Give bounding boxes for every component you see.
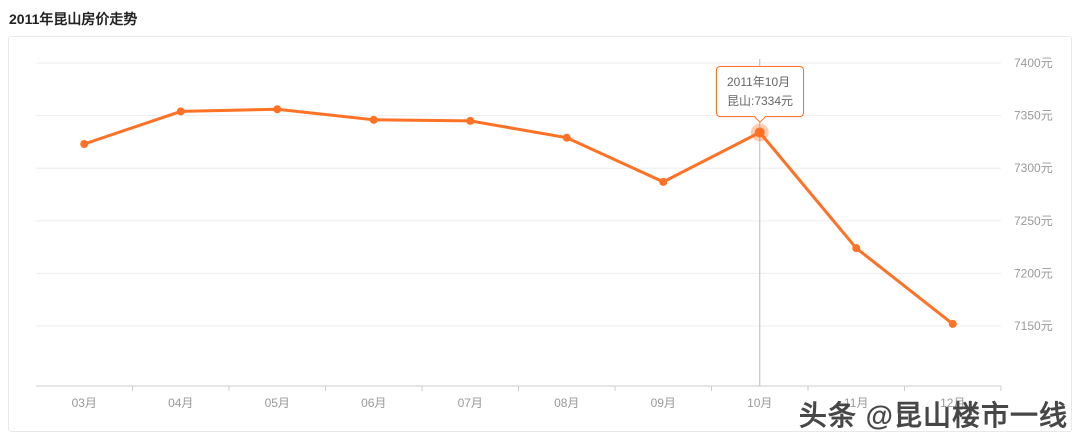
svg-text:7350元: 7350元: [1014, 109, 1053, 123]
chart-tooltip: 2011年10月 昆山:7334元: [716, 66, 805, 118]
chart-card: 7400元 7350元 7300元 7250元 7200元 7150元 03月 04月 05月 0…: [8, 36, 1072, 432]
svg-text:04月: 04月: [168, 396, 193, 410]
svg-text:7400元: 7400元: [1014, 56, 1053, 70]
svg-text:06月: 06月: [361, 396, 386, 410]
svg-text:7300元: 7300元: [1014, 161, 1053, 175]
page-title: 2011年昆山房价走势: [9, 11, 138, 27]
svg-text:12月: 12月: [940, 396, 965, 410]
svg-text:11月: 11月: [844, 396, 868, 410]
watermark: 头条 @昆山楼市一线: [798, 400, 1068, 431]
svg-text:10月: 10月: [747, 396, 772, 410]
svg-text:7200元: 7200元: [1014, 266, 1053, 280]
svg-text:05月: 05月: [265, 396, 290, 410]
svg-text:7150元: 7150元: [1014, 319, 1053, 333]
tooltip-value: 昆山:7334元: [727, 93, 794, 108]
price-trend-line-chart[interactable]: 7400元 7350元 7300元 7250元 7200元 7150元 03月 04月 05月 0…: [9, 37, 1071, 431]
svg-text:07月: 07月: [458, 396, 483, 410]
svg-text:08月: 08月: [554, 396, 579, 410]
svg-text:09月: 09月: [651, 396, 676, 410]
svg-text:7250元: 7250元: [1014, 214, 1053, 228]
tooltip-date: 2011年10月: [727, 75, 791, 89]
svg-text:03月: 03月: [72, 396, 97, 410]
